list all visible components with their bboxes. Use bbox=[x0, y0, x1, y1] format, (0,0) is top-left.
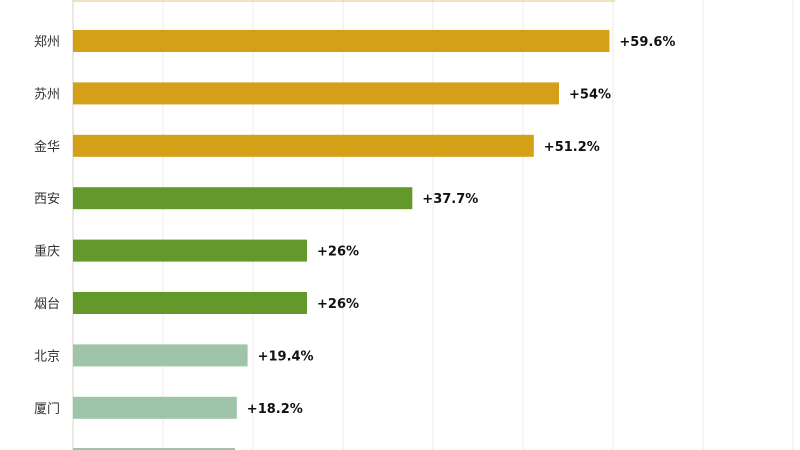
bar bbox=[73, 396, 237, 419]
bar bbox=[73, 30, 610, 52]
value-label: +54% bbox=[569, 87, 611, 102]
category-label: 厦门 bbox=[34, 402, 60, 417]
bar bbox=[73, 292, 307, 314]
bar bbox=[73, 134, 534, 157]
value-label: +51.2% bbox=[544, 140, 600, 155]
category-label: 重庆 bbox=[34, 244, 60, 260]
category-label: 西安 bbox=[34, 192, 60, 207]
value-labels: +59.6% +54% +51.2% +37.7% +26% +26% +19.4% +18.… bbox=[247, 35, 676, 417]
grid-lines bbox=[162, 0, 794, 450]
category-label: 金华 bbox=[34, 139, 60, 155]
value-label: +26% bbox=[317, 245, 359, 260]
category-label: 北京 bbox=[34, 349, 60, 364]
value-label: +37.7% bbox=[422, 192, 478, 207]
partial-bar-cutoff bbox=[73, 448, 235, 450]
value-label: +18.2% bbox=[247, 402, 303, 417]
bar bbox=[73, 82, 559, 105]
value-label: +26% bbox=[317, 297, 359, 312]
category-label: 苏州 bbox=[34, 86, 60, 102]
value-label: +59.6% bbox=[619, 35, 675, 50]
bar bbox=[73, 187, 413, 210]
value-label: +19.4% bbox=[258, 349, 314, 364]
bar bbox=[73, 344, 248, 367]
bar bbox=[73, 239, 307, 262]
category-label: 郑州 bbox=[34, 35, 60, 50]
category-label: 烟台 bbox=[34, 297, 60, 312]
bars bbox=[73, 30, 610, 419]
